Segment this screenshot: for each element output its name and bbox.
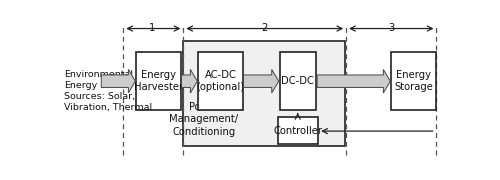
Text: 3: 3 bbox=[388, 23, 394, 33]
Text: Environmental
Energy
Sources: Solar,
Vibration, Thermal: Environmental Energy Sources: Solar, Vib… bbox=[64, 70, 152, 112]
Text: Energy
Harvester: Energy Harvester bbox=[134, 70, 183, 92]
Bar bbox=[198, 52, 242, 110]
Text: AC-DC
(optional): AC-DC (optional) bbox=[196, 70, 244, 92]
Text: Controller: Controller bbox=[274, 126, 322, 136]
Polygon shape bbox=[317, 69, 390, 93]
Polygon shape bbox=[101, 69, 136, 93]
Bar bbox=[280, 52, 316, 110]
Polygon shape bbox=[244, 69, 278, 93]
Text: 1: 1 bbox=[149, 23, 156, 33]
Text: DC-DC: DC-DC bbox=[282, 76, 314, 86]
Bar bbox=[391, 52, 436, 110]
Text: Power
Management/
Conditioning: Power Management/ Conditioning bbox=[170, 102, 238, 137]
Bar bbox=[278, 117, 318, 144]
Text: Energy
Storage: Energy Storage bbox=[394, 70, 433, 92]
Bar bbox=[184, 41, 346, 146]
Polygon shape bbox=[182, 69, 198, 93]
Bar bbox=[136, 52, 180, 110]
Text: 2: 2 bbox=[261, 23, 267, 33]
